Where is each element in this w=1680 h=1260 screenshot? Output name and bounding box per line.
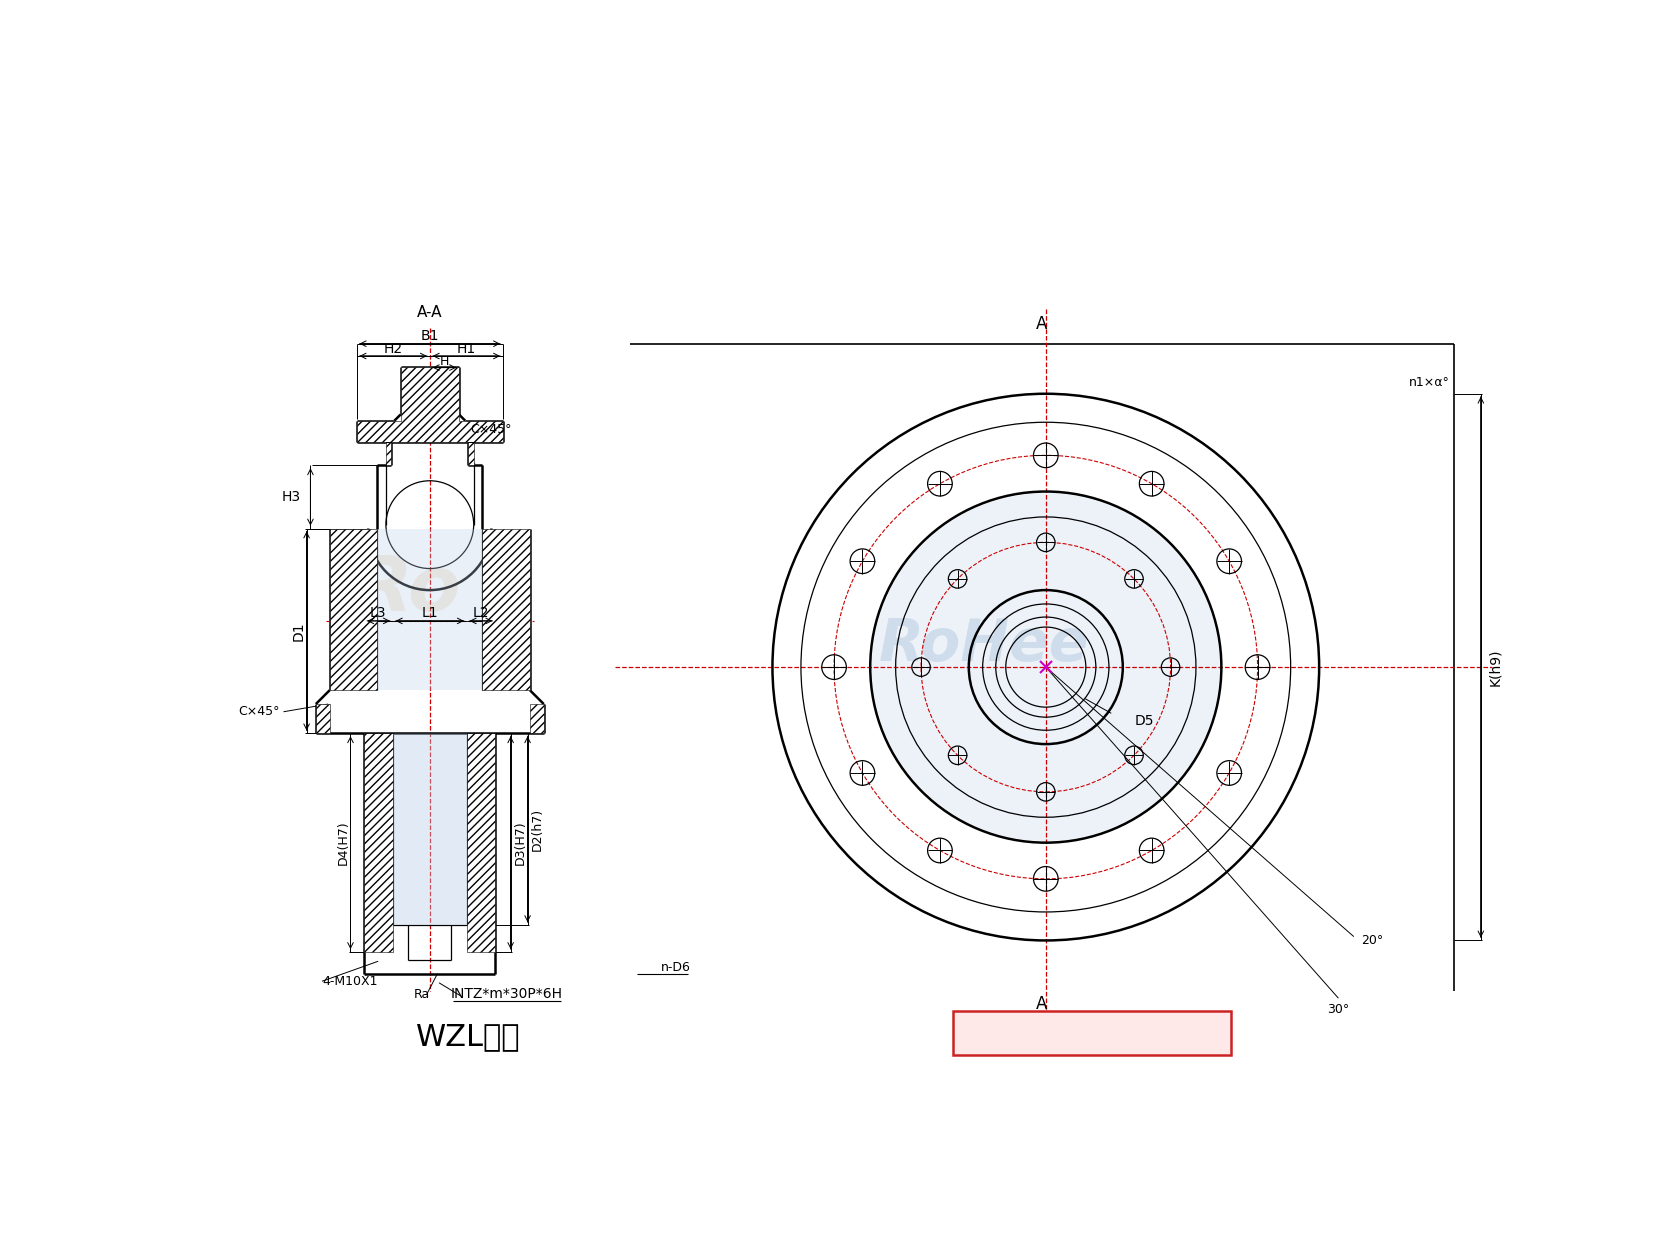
Text: Ro: Ro bbox=[353, 553, 460, 627]
Text: H3: H3 bbox=[282, 490, 301, 504]
Text: H: H bbox=[440, 355, 449, 368]
Polygon shape bbox=[482, 528, 529, 690]
Bar bbox=[378, 528, 482, 690]
Text: 4-M10X1: 4-M10X1 bbox=[323, 975, 378, 988]
Text: RoHee: RoHee bbox=[879, 615, 1089, 673]
Text: 版权所有 侵权必被严厉追究: 版权所有 侵权必被严厉追究 bbox=[1025, 1024, 1159, 1042]
Text: L1: L1 bbox=[422, 606, 438, 620]
Text: L2: L2 bbox=[472, 606, 489, 620]
Text: n1×α°: n1×α° bbox=[1410, 375, 1450, 388]
Text: n-D6: n-D6 bbox=[660, 961, 690, 974]
Text: L3: L3 bbox=[370, 606, 386, 620]
Text: B1: B1 bbox=[420, 329, 438, 343]
Text: A: A bbox=[1037, 315, 1048, 334]
Polygon shape bbox=[329, 528, 378, 690]
Polygon shape bbox=[365, 733, 393, 953]
Polygon shape bbox=[316, 704, 329, 733]
Text: D3(H7): D3(H7) bbox=[514, 820, 526, 864]
Text: H2: H2 bbox=[385, 343, 403, 357]
Polygon shape bbox=[356, 367, 502, 465]
Text: D1: D1 bbox=[292, 621, 306, 641]
Text: H1: H1 bbox=[457, 343, 475, 357]
Bar bbox=[393, 733, 467, 925]
Text: 20°: 20° bbox=[1361, 934, 1384, 948]
Text: K(h9): K(h9) bbox=[1488, 649, 1502, 685]
Text: A-A: A-A bbox=[417, 305, 442, 320]
Polygon shape bbox=[467, 733, 496, 953]
Text: Ra: Ra bbox=[413, 988, 430, 1000]
Text: D5: D5 bbox=[1134, 714, 1154, 728]
Text: A: A bbox=[1037, 994, 1048, 1013]
Text: INTZ*m*30P*6H: INTZ*m*30P*6H bbox=[450, 988, 563, 1002]
Text: WZL系列: WZL系列 bbox=[417, 1022, 521, 1051]
Text: 30°: 30° bbox=[1327, 1003, 1349, 1017]
Bar bbox=[954, 1011, 1231, 1055]
Text: D2(h7): D2(h7) bbox=[531, 808, 543, 852]
Polygon shape bbox=[529, 704, 544, 733]
Text: C×45°: C×45° bbox=[470, 423, 511, 436]
Text: C×45°: C×45° bbox=[239, 706, 279, 718]
Circle shape bbox=[872, 493, 1220, 842]
Text: D4(H7): D4(H7) bbox=[336, 820, 349, 864]
